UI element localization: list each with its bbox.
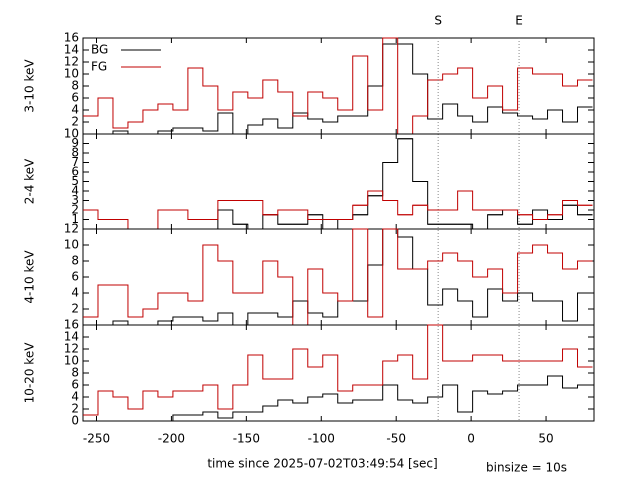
- y-tick-label: 12: [64, 55, 79, 69]
- plot-frame: [82, 324, 595, 422]
- y-tick-label: 6: [71, 91, 79, 105]
- y-tick-label: 14: [64, 330, 79, 344]
- step-risers: [83, 43, 593, 135]
- y-tick-label: 3: [71, 193, 79, 207]
- y-tick-label: 9: [71, 136, 79, 150]
- x-tick-label: -50: [386, 432, 406, 446]
- y-tick-label: 4: [71, 103, 79, 117]
- y-tick-label: 16: [64, 318, 79, 332]
- y-tick-label: 6: [71, 378, 79, 392]
- x-axis-label: time since 2025-07-02T03:49:54 [sec]: [207, 457, 437, 471]
- y-tick-label: 2: [71, 302, 79, 316]
- annotation: binsize = 10s: [486, 461, 567, 475]
- x-tick-label: -100: [308, 432, 335, 446]
- y-tick-label: 5: [71, 174, 79, 188]
- marker-label: S: [434, 14, 442, 28]
- x-tick-label: -250: [83, 432, 110, 446]
- y-tick-label: 4: [71, 286, 79, 300]
- y-tick-label: 14: [64, 43, 79, 57]
- x-tick-label: -200: [158, 432, 185, 446]
- x-tick-label: 0: [467, 432, 475, 446]
- y-tick-label: 4: [71, 184, 79, 198]
- y-tick-label: 6: [71, 270, 79, 284]
- y-axis-label: 10-20 keV: [23, 342, 37, 404]
- y-tick-label: 6: [71, 165, 79, 179]
- y-tick-label: 10: [64, 67, 79, 81]
- y-tick-label: 10: [64, 127, 79, 141]
- y-tick-label: 2: [71, 115, 79, 129]
- step-risers: [83, 138, 593, 230]
- y-tick-label: 1: [71, 212, 79, 226]
- legend-label: FG: [91, 60, 107, 74]
- y-tick-label: 8: [71, 254, 79, 268]
- y-tick-label: 7: [71, 155, 79, 169]
- y-tick-label: 16: [64, 31, 79, 45]
- y-tick-label: 10: [64, 354, 79, 368]
- y-axis-label: 4-10 keV: [23, 250, 37, 304]
- y-tick-label: 4: [71, 390, 79, 404]
- y-tick-label: 8: [71, 146, 79, 160]
- y-tick-label: 12: [64, 222, 79, 236]
- legend-label: BG: [91, 43, 108, 57]
- y-axis-label: 3-10 keV: [23, 59, 37, 113]
- y-axis-label: 2-4 keV: [23, 158, 37, 204]
- y-tick-label: 8: [71, 79, 79, 93]
- y-tick-label: 12: [64, 342, 79, 356]
- x-tick-label: -150: [233, 432, 260, 446]
- marker-label: E: [515, 14, 523, 28]
- y-tick-label: 0: [71, 414, 79, 428]
- step-risers: [83, 228, 593, 326]
- y-tick-label: 10: [64, 238, 79, 252]
- x-tick-label: 50: [538, 432, 553, 446]
- y-tick-label: 2: [71, 402, 79, 416]
- y-tick-label: 2: [71, 203, 79, 217]
- y-tick-label: 8: [71, 366, 79, 380]
